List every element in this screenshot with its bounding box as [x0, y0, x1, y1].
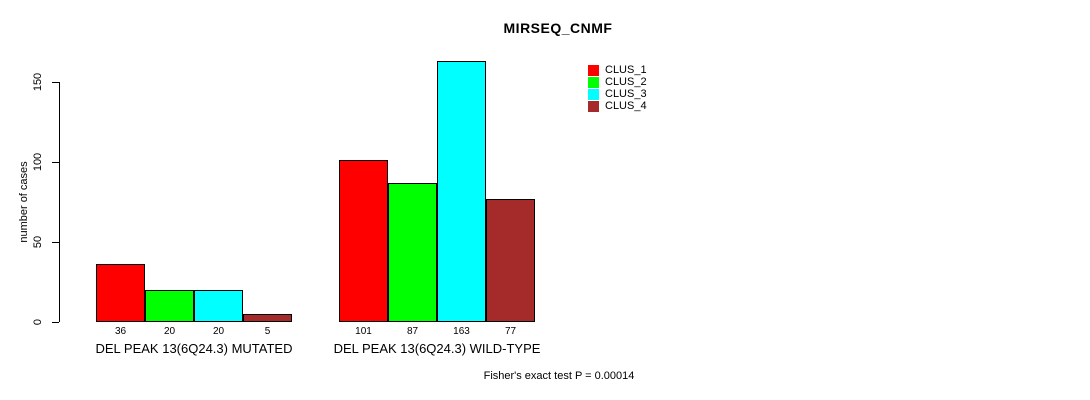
y-tick-mark — [52, 82, 59, 83]
bar-value-label: 163 — [453, 326, 470, 337]
bar-value-label: 101 — [355, 326, 372, 337]
bar — [388, 182, 437, 322]
y-tick-label: 150 — [32, 72, 44, 92]
bar — [194, 290, 243, 322]
legend-swatch — [588, 88, 599, 100]
y-axis-line — [59, 82, 60, 322]
y-tick-label: 50 — [32, 235, 44, 249]
legend-item: CLUS_4 — [588, 100, 647, 112]
bar — [339, 160, 388, 322]
fisher-test-annotation: Fisher's exact test P = 0.00014 — [483, 370, 635, 382]
bar-value-label: 5 — [264, 326, 271, 337]
legend-label: CLUS_4 — [605, 100, 647, 112]
legend-item: CLUS_3 — [588, 88, 647, 100]
legend: CLUS_1 CLUS_2 CLUS_3 CLUS_4 — [588, 64, 647, 112]
y-tick-label: 100 — [32, 152, 44, 172]
y-axis-title: number of cases — [18, 161, 30, 243]
bar — [243, 314, 292, 322]
bar — [96, 264, 145, 322]
bar-value-label: 20 — [212, 326, 225, 337]
bar-value-label: 20 — [163, 326, 176, 337]
legend-swatch — [588, 100, 599, 112]
legend-label: CLUS_1 — [605, 64, 647, 76]
legend-item: CLUS_1 — [588, 64, 647, 76]
legend-item: CLUS_2 — [588, 76, 647, 88]
y-tick-label: 0 — [32, 318, 44, 326]
x-category-label: DEL PEAK 13(6Q24.3) MUTATED — [95, 341, 293, 356]
legend-label: CLUS_3 — [605, 88, 647, 100]
legend-swatch — [588, 76, 599, 88]
y-tick-mark — [52, 322, 59, 323]
bar-value-label: 77 — [504, 326, 517, 337]
bar — [437, 61, 486, 322]
x-category-label: DEL PEAK 13(6Q24.3) WILD-TYPE — [333, 341, 541, 356]
y-tick-mark — [52, 162, 59, 163]
bar-value-label: 87 — [406, 326, 419, 337]
chart-title: MIRSEQ_CNMF — [503, 20, 613, 36]
y-tick-mark — [52, 242, 59, 243]
bar-value-label: 36 — [114, 326, 127, 337]
legend-label: CLUS_2 — [605, 76, 647, 88]
bar — [486, 198, 535, 322]
bar — [145, 290, 194, 322]
legend-swatch — [588, 64, 599, 76]
